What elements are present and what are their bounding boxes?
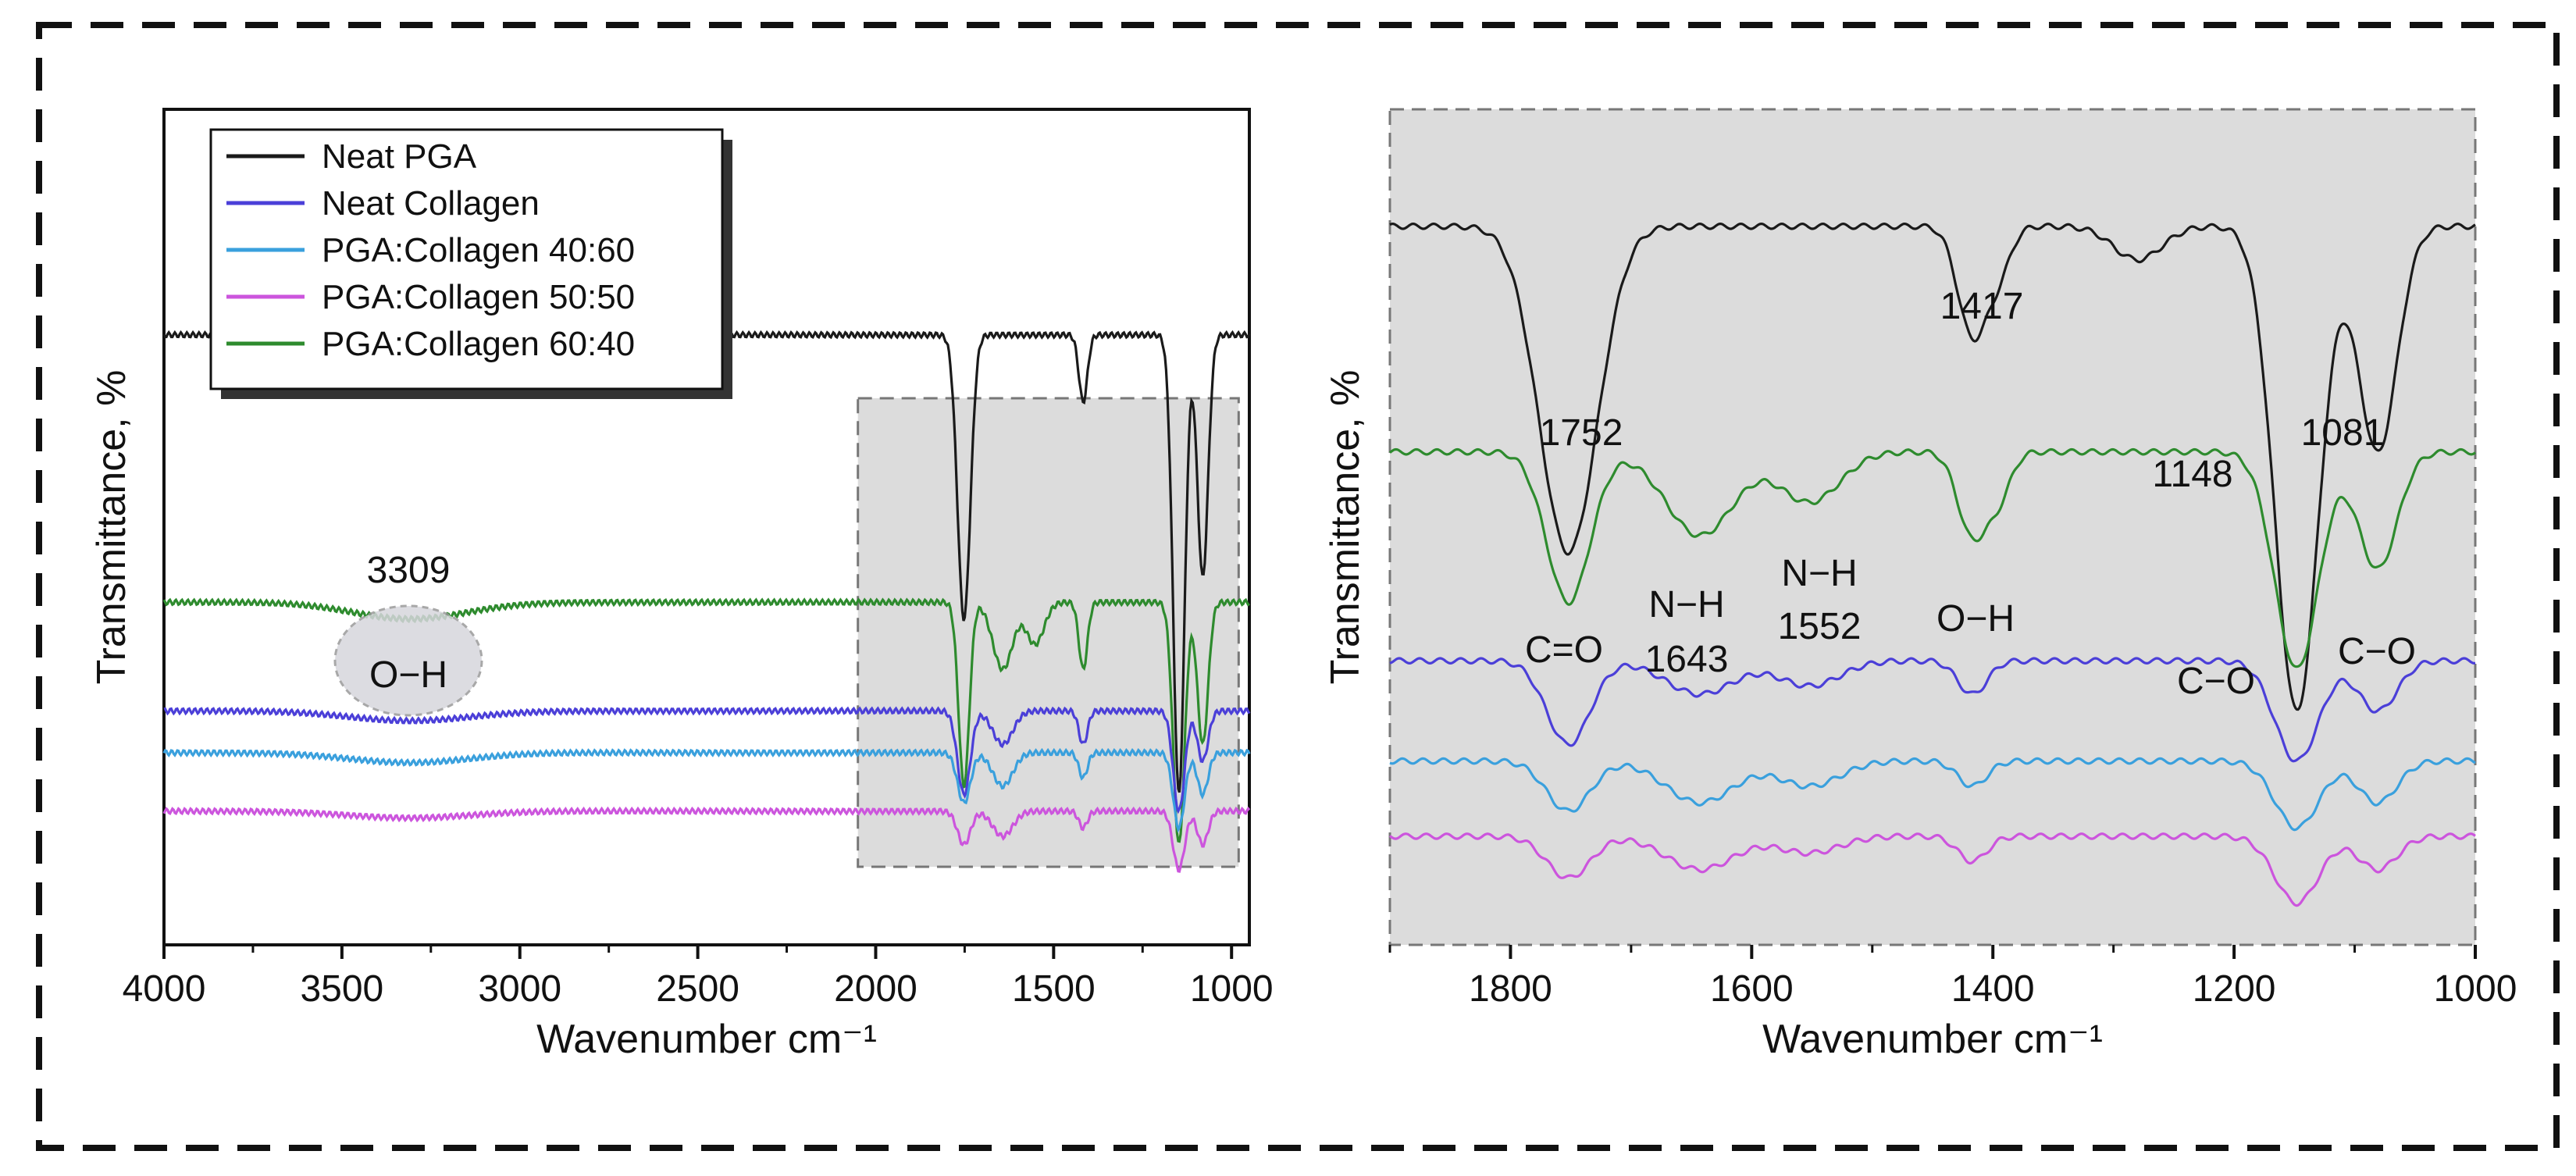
x-tick-label: 1800 [1469,968,1552,1010]
right-x-ticks: 1800 1600 1400 1200 1000 [1388,945,2517,1010]
x-tick-label: 3500 [300,968,383,1010]
series-line-pga-collagen-50-50 [162,806,1251,873]
nh-1552-number: 1552 [1778,606,1862,647]
oh-label-left: O−H [369,654,447,696]
x-tick-label: 1400 [1951,968,2035,1010]
series-line-pga-collagen-40-60 [162,747,1251,833]
peak-3309-label: 3309 [367,550,451,591]
x-tick-label: 1600 [1710,968,1794,1010]
x-tick-label: 3000 [478,968,561,1010]
series-line-pga-collagen-50-50 [1389,832,2476,907]
nh-1552-group: N−H [1781,553,1857,594]
x-tick-label: 4000 [123,968,206,1010]
legend-label: PGA:Collagen 60:40 [322,325,635,363]
series-line-neat-pga [1389,222,2476,711]
legend-label: PGA:Collagen 50:50 [322,278,635,316]
series-line-neat-collagen [163,706,1251,814]
peak-1752-label: 1752 [1540,412,1623,454]
peak-1148-label: 1148 [2152,454,2232,495]
x-tick-label: 1000 [2434,968,2517,1010]
left-x-axis-label: Wavenumber cm⁻¹ [536,1017,877,1062]
legend-label: Neat PGA [322,137,477,176]
co-single-label-1: C−O [2177,661,2255,702]
peak-1417-label: 1417 [1940,286,2024,327]
left-x-ticks: 4000 3500 3000 2500 2000 1500 1000 [123,945,1274,1010]
legend-label: PGA:Collagen 40:60 [322,231,635,269]
right-x-axis-label: Wavenumber cm⁻¹ [1762,1017,2103,1062]
x-tick-label: 1000 [1190,968,1274,1010]
peak-1081-label: 1081 [2301,412,2385,454]
x-tick-label: 2500 [656,968,739,1010]
series-line-pga-collagen-60-40 [1389,447,2476,668]
x-tick-label: 2000 [834,968,917,1010]
x-tick-label: 1200 [2193,968,2276,1010]
left-panel: 4000 3500 3000 2500 2000 1500 1000 3309 O−H Ne… [89,108,1274,1062]
series-line-pga-collagen-40-60 [1389,757,2476,832]
legend: Neat PGA Neat Collagen PGA:Collagen 40:60 P… [209,128,732,399]
right-y-axis-label: Transmittance, % [1323,370,1368,685]
series-line-neat-collagen [1389,657,2476,763]
legend-label: Neat Collagen [322,184,540,223]
right-panel: 1800 1600 1400 1200 1000 1752 1417 1148 1081… [1323,108,2517,1062]
series-line-pga-collagen-60-40 [162,597,1250,843]
oh-highlight-ellipse [333,604,483,717]
right-series [1389,222,2476,907]
co-single-label-2: C−O [2338,631,2416,672]
left-y-axis-label: Transmittance, % [89,370,134,685]
left-plot-area [162,108,1251,946]
co-double-label: C=O [1525,629,1603,671]
nh-1643-number: 1643 [1645,639,1729,680]
figure-frame [36,22,2560,1151]
oh-label-right: O−H [1936,598,2015,640]
nh-1643-group: N−H [1648,584,1724,625]
legend-box [209,128,724,390]
x-tick-label: 1500 [1012,968,1096,1010]
right-plot-area [1388,108,2477,946]
